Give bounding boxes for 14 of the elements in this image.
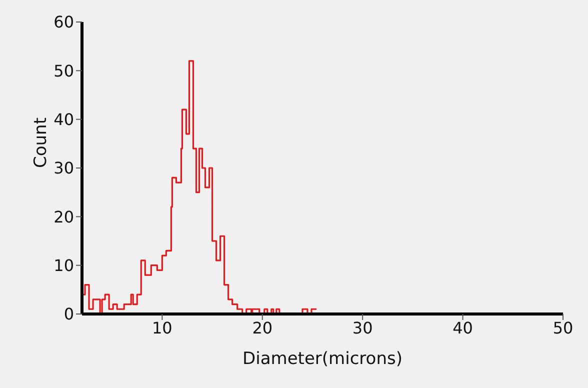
x-tick-label: 30 <box>352 318 373 338</box>
x-tick-label: 20 <box>252 318 273 338</box>
y-tick-label: 40 <box>54 110 74 130</box>
x-axis-title: Diameter(microns) <box>242 349 402 369</box>
y-tick-label: 30 <box>54 158 74 178</box>
x-tick-label: 40 <box>452 318 473 338</box>
x-tick-label: 50 <box>552 318 574 338</box>
y-tick-label: 10 <box>54 256 74 276</box>
x-tick-label: 10 <box>152 318 172 338</box>
y-tick-label: 50 <box>54 61 74 80</box>
y-axis-title: Count <box>31 117 52 168</box>
y-tick-label: 60 <box>54 12 74 32</box>
y-tick-label: 0 <box>64 304 74 324</box>
y-tick-label: 20 <box>54 207 74 226</box>
